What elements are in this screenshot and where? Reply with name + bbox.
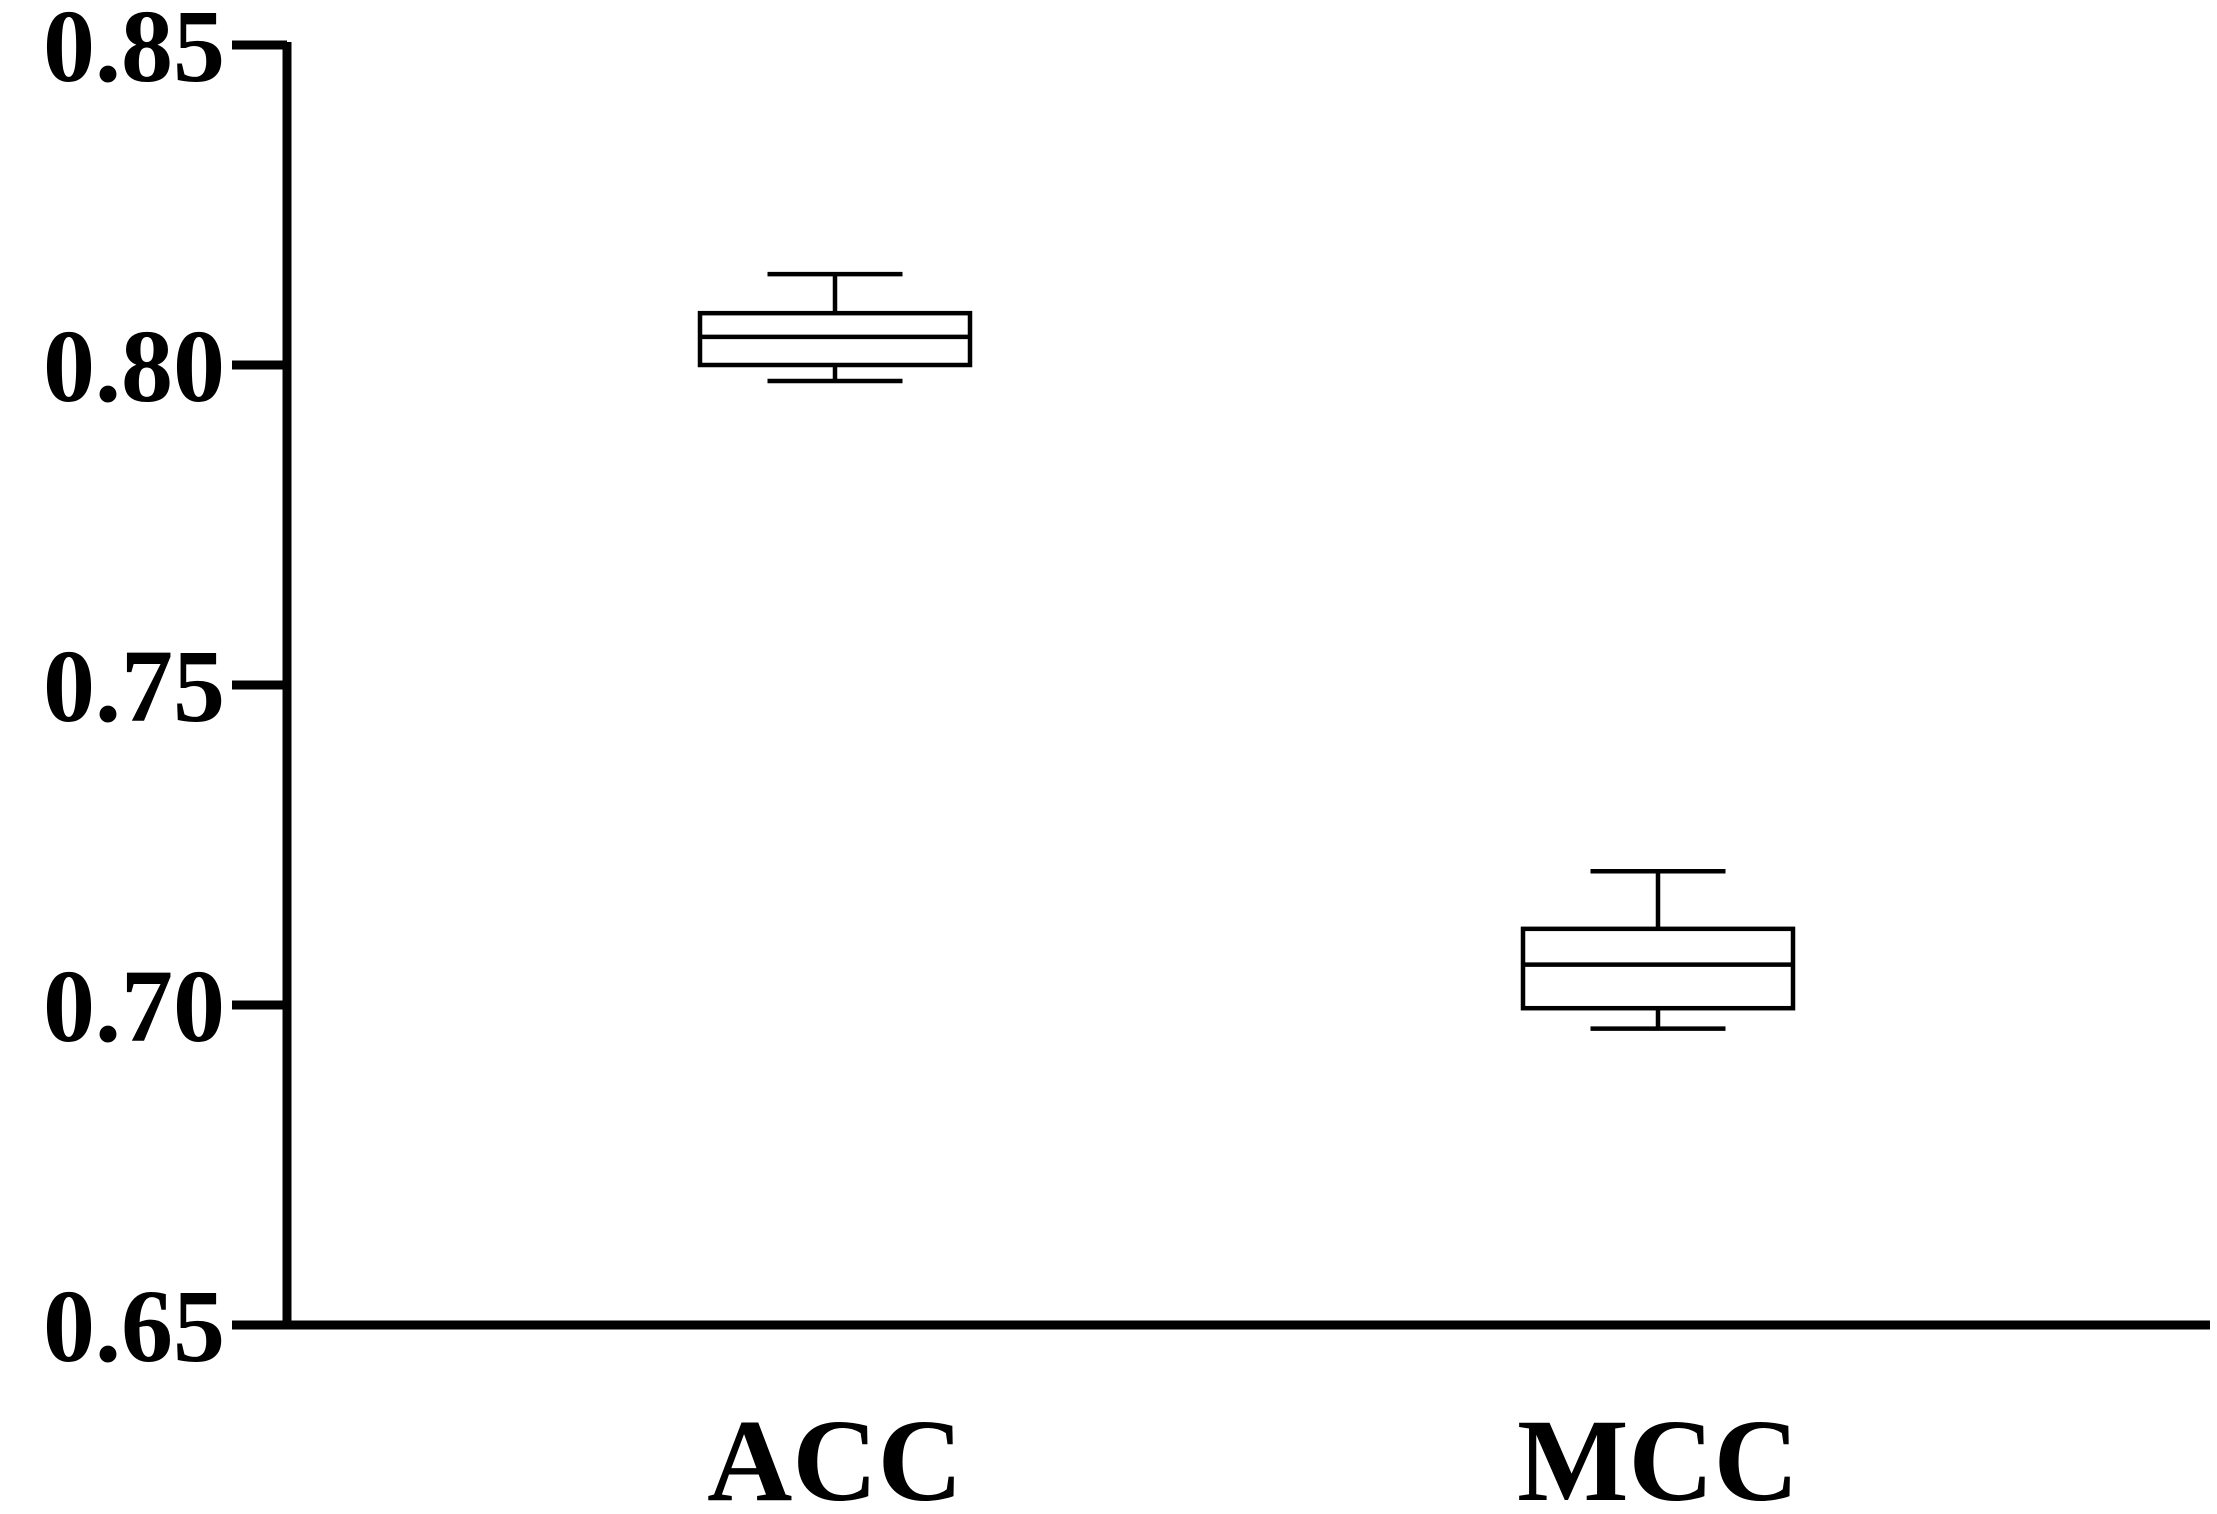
- y-axis: 0.65 0.70 0.75 0.80 0.85: [43, 0, 292, 1384]
- x-category-label: MCC: [1517, 1395, 1799, 1514]
- y-tick-label: 0.70: [43, 949, 225, 1064]
- iqr-box: [1520, 926, 1796, 1011]
- y-tick-label: 0.85: [43, 0, 225, 104]
- box-acc: [697, 271, 973, 384]
- y-tick-label: 0.75: [43, 629, 225, 744]
- x-axis: ACC MCC: [232, 1320, 2210, 1514]
- box-mcc: [1520, 868, 1796, 1031]
- y-tick-label: 0.65: [43, 1269, 225, 1384]
- y-tick-label: 0.80: [43, 309, 225, 424]
- box-series: [697, 271, 1796, 1031]
- x-category-label: ACC: [707, 1395, 963, 1514]
